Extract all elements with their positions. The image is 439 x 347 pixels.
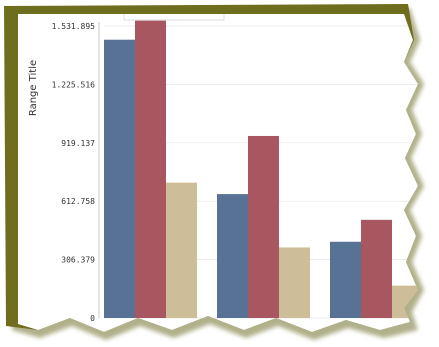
y-tick-labels: 0 306.379 612.758 919.137 1.225.516 1.531.895	[52, 22, 96, 323]
bar-0-2	[166, 182, 197, 318]
bar-1-0	[217, 194, 248, 318]
bar-1-1	[248, 135, 279, 318]
y-tick-label-0: 0	[90, 314, 95, 323]
bar-0-1	[135, 20, 166, 319]
y-tick-label-2: 612.758	[61, 197, 95, 206]
bar-0-0	[104, 39, 135, 318]
y-tick-label-1: 306.379	[61, 256, 95, 265]
legend-stub	[123, 14, 225, 21]
y-axis-title: Range Title	[28, 60, 39, 116]
y-tick-label-3: 919.137	[61, 139, 95, 148]
y-tick-label-4: 1.225.516	[52, 80, 96, 89]
bar-2-0	[330, 241, 361, 318]
bar-1-2	[279, 247, 310, 318]
bar-2-1	[361, 219, 392, 318]
y-tick-label-5: 1.531.895	[52, 22, 96, 31]
